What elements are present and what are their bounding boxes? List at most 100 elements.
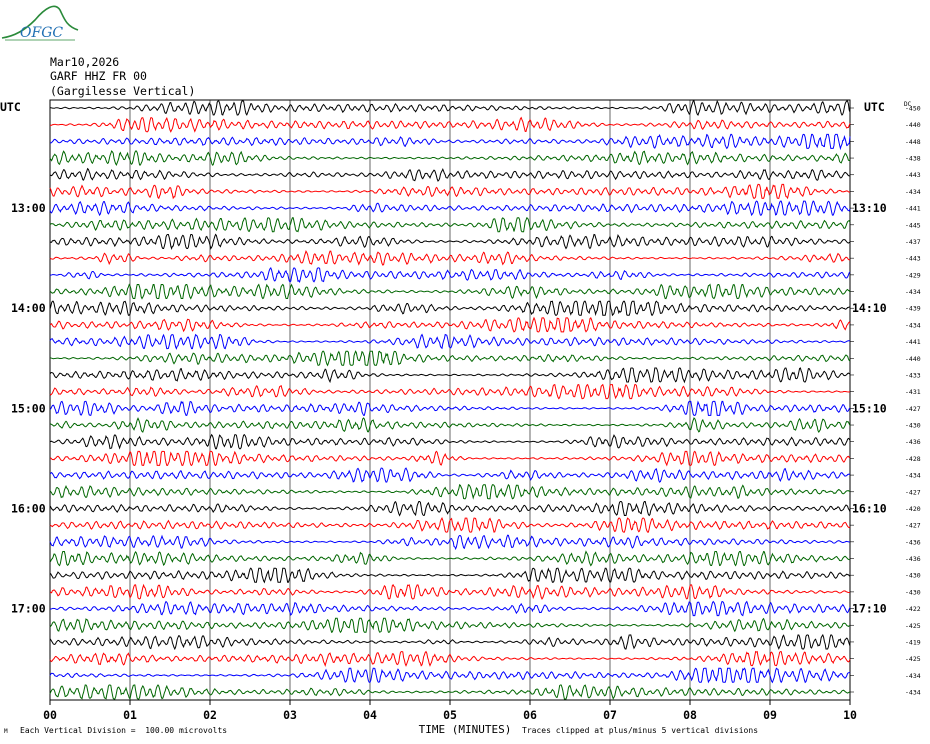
dc-offset-label: -434 [905,672,921,680]
dc-offset-label: -419 [905,638,921,646]
seismic-trace-25 [49,500,851,517]
dc-offset-label: -436 [905,538,921,546]
seismic-trace-23 [49,467,851,483]
seismic-trace-8 [49,217,851,233]
seismic-trace-3 [49,133,851,151]
dc-offset-label: -434 [905,472,921,480]
left-time-label: 16:00 [11,501,46,515]
station-name-label: (Gargilesse Vertical) [50,84,196,98]
seismic-trace-28 [49,550,851,567]
clip-note: Traces clipped at plus/minus 5 vertical … [522,726,759,735]
dc-offset-label: -420 [905,505,921,513]
right-axis-title: UTC [864,100,885,114]
seismic-trace-31 [49,600,851,617]
dc-offset-label: -441 [905,205,921,213]
x-tick-label: 07 [603,708,617,722]
seismic-trace-11 [49,266,851,283]
seismic-trace-2 [49,116,851,133]
dc-offset-label: -427 [905,405,921,413]
seismic-trace-30 [49,583,851,600]
left-time-label: 17:00 [11,602,46,616]
dc-offset-label: -436 [905,555,921,563]
dc-offset-label: -439 [905,305,921,313]
left-time-label: 14:00 [11,301,46,315]
right-time-label: 13:10 [852,201,887,215]
x-tick-label: 08 [683,708,697,722]
seismic-trace-16 [49,350,851,367]
dc-offset-label: -428 [905,455,921,463]
x-tick-label: 09 [763,708,777,722]
dc-offset-label: -450 [905,105,921,113]
seismic-trace-1 [49,100,851,116]
dc-header: DC [904,101,912,108]
dc-offset-label: -434 [905,288,921,296]
dc-offset-label: -422 [905,605,921,613]
dc-offset-label: -440 [905,355,921,363]
seismic-trace-27 [49,534,851,551]
seismic-trace-7 [49,200,851,217]
axis-labels: 00 01 02 03 04 05 06 07 08 09 10 TIME (MINUTES) UTC U… [0,100,921,736]
dc-offset-label: -425 [905,622,921,630]
dc-offset-label: -431 [905,388,921,396]
traces [49,100,851,700]
logo-text: OFGC [20,25,64,41]
right-time-label: 17:10 [852,602,887,616]
corner-mark: M [4,728,8,735]
dc-offset-label: -443 [905,255,921,263]
dc-offset-label: -448 [905,138,921,146]
seismic-trace-18 [49,383,851,400]
x-tick-label: 05 [443,708,457,722]
seismic-trace-22 [49,450,851,467]
x-tick-label: 06 [523,708,537,722]
dc-offset-label: -425 [905,655,921,663]
seismic-trace-33 [49,633,851,651]
seismic-trace-5 [49,167,851,182]
seismic-trace-13 [49,300,851,317]
dc-offset-label: -443 [905,171,921,179]
x-tick-label: 03 [283,708,297,722]
seismic-trace-34 [49,650,851,667]
left-time-label: 15:00 [11,401,46,415]
dc-offset-label: -438 [905,155,921,163]
dc-offset-label: -440 [905,121,921,129]
seismic-trace-12 [49,283,851,300]
plot-grid [49,99,854,705]
dc-offset-label: -430 [905,422,921,430]
dc-offset-label: -437 [905,238,921,246]
x-tick-label: 00 [43,708,57,722]
seismic-trace-19 [49,400,851,416]
dc-offset-label: -429 [905,271,921,279]
dc-offset-label: -434 [905,321,921,329]
ofgc-logo [1,5,79,41]
dc-offset-label: -434 [905,188,921,196]
seismic-trace-17 [49,367,851,384]
seismic-trace-24 [49,483,851,500]
seismic-trace-32 [49,617,851,634]
scale-note: Each Vertical Division = 100.00 microvol… [20,726,228,735]
left-time-label: 13:00 [11,201,46,215]
dc-offset-label: -441 [905,338,921,346]
x-tick-label: 10 [843,708,857,722]
left-axis-title: UTC [0,100,21,114]
x-tick-label: 01 [123,708,137,722]
x-tick-label: 04 [363,708,377,722]
seismic-trace-20 [49,417,851,433]
seismic-trace-29 [49,567,851,584]
right-time-label: 15:10 [852,401,887,415]
seismic-trace-6 [49,183,851,200]
dc-offset-label: -433 [905,371,921,379]
seismic-trace-9 [49,233,851,251]
seismic-trace-21 [49,433,851,450]
seismic-trace-10 [49,250,851,266]
x-tick-label: 02 [203,708,217,722]
x-axis-title: TIME (MINUTES) [419,723,512,736]
seismic-trace-4 [49,150,851,167]
dc-offset-label: -427 [905,488,921,496]
seismic-trace-35 [49,667,851,684]
dc-offset-label: -434 [905,689,921,697]
dc-offset-label: -445 [905,221,921,229]
dc-offset-label: -430 [905,572,921,580]
station-label: GARF HHZ FR 00 [50,69,147,83]
date-label: Mar10,2026 [50,55,120,69]
